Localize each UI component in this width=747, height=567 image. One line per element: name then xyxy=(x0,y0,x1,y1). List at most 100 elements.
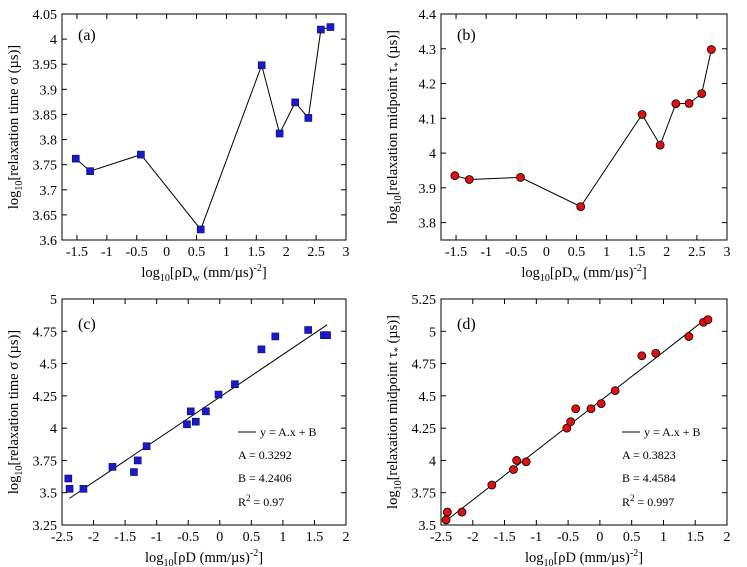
y-tick-label: 3.25 xyxy=(33,519,58,534)
x-tick-label: -1.5 xyxy=(445,245,467,260)
data-point xyxy=(441,515,451,525)
panel-label: (a) xyxy=(78,27,96,44)
panel-a: -1.5 -1 -0.5 0 0.5 1 1.5 2 2.5 3 3.6 3.65 3.7 3.75 3.8… xyxy=(6,8,350,284)
data-point xyxy=(697,89,707,99)
plot-frame xyxy=(61,13,347,241)
y-tick-label: 4.2 xyxy=(419,78,437,93)
y-tick-label: 3.9 xyxy=(419,182,437,197)
x-tick-label: 0.5 xyxy=(568,245,586,260)
x-tick-label: -1 xyxy=(480,245,492,260)
legend-coef-a: A = 0.3823 xyxy=(622,448,676,462)
panel-d: -2.5 -2 -1.5 -1 -0.5 0 0.5 1 1.5 2 3.5 3.75 4 4.25 4.5… xyxy=(385,293,731,567)
y-tick-label: 3.8 xyxy=(419,217,437,232)
panel-label: (d) xyxy=(457,316,476,333)
panel-b: -1.5 -1 -0.5 0 0.5 1 1.5 2 2.5 3 3.8 3.9 4 4.1 4.2 4.3 4… xyxy=(385,8,731,284)
data-point xyxy=(562,423,572,433)
data-point xyxy=(142,442,151,451)
data-point xyxy=(275,129,284,138)
y-tick-label: 3.65 xyxy=(33,209,58,224)
y-axis-label: log10[relaxation midpoint τ* (µs)] xyxy=(385,30,404,224)
data-point xyxy=(566,417,576,427)
legend-r-squared: R2 = 0.997 xyxy=(622,493,674,509)
data-point xyxy=(521,457,531,467)
data-point xyxy=(304,114,313,122)
y-axis-label: log10[relaxation time σ (µs)] xyxy=(6,330,25,494)
data-point xyxy=(186,407,195,416)
x-tick-label: -0.5 xyxy=(505,245,527,260)
data-point xyxy=(323,331,331,339)
x-tick-label: 3 xyxy=(724,245,731,260)
data-point xyxy=(442,507,452,517)
x-tick-label: 2 xyxy=(283,245,290,260)
data-point xyxy=(86,167,94,175)
data-point xyxy=(509,465,518,474)
x-axis-label: log10[ρDw (mm/µs)-2] xyxy=(521,263,646,284)
x-tick-label: 1 xyxy=(223,245,230,260)
x-axis-label: log10[ρD (mm/µs)-2] xyxy=(525,548,643,567)
y-tick-label: 5 xyxy=(50,293,57,308)
fit-line xyxy=(445,315,710,522)
x-tick-label: 0 xyxy=(216,530,223,545)
data-point xyxy=(137,150,145,159)
x-tick-label: 1.5 xyxy=(686,530,704,545)
y-tick-label: 5.25 xyxy=(412,293,437,308)
x-tick-label: 0 xyxy=(596,530,603,545)
y-tick-label: 4.5 xyxy=(40,358,58,373)
x-axis-label: log10[ρDw (mm/µs)-2] xyxy=(141,263,266,284)
data-point xyxy=(65,485,74,493)
data-point xyxy=(304,326,312,334)
data-point xyxy=(191,417,200,426)
x-tick-label: 0.5 xyxy=(188,245,206,260)
y-tick-label: 4 xyxy=(50,33,57,48)
data-point xyxy=(257,345,266,354)
panel-c: -2.5 -2 -1.5 -1 -0.5 0 0.5 1 1.5 2 3.25 3.5 3.75 4 4.2… xyxy=(6,293,350,567)
y-axis-label: log10[relaxation time σ (µs)] xyxy=(6,45,25,209)
data-point xyxy=(671,99,681,109)
y-tick-label: 3.9 xyxy=(40,83,58,98)
x-tick-label: -0.5 xyxy=(177,530,199,545)
y-tick-label: 4.05 xyxy=(33,8,58,23)
x-tick-label: 0.5 xyxy=(243,530,261,545)
x-tick-label: -2 xyxy=(467,530,479,545)
data-point xyxy=(487,480,497,490)
y-tick-label: 3.5 xyxy=(40,487,58,502)
data-point xyxy=(576,202,586,212)
data-point xyxy=(703,315,713,325)
data-point xyxy=(231,380,239,389)
y-tick-label: 4 xyxy=(429,454,436,469)
legend-coef-b: B = 4.2406 xyxy=(238,471,292,485)
y-tick-label: 3.75 xyxy=(33,159,58,174)
y-tick-label: 4.1 xyxy=(419,112,437,127)
panel-label: (c) xyxy=(78,316,96,333)
data-point xyxy=(317,25,325,34)
x-tick-label: -2.5 xyxy=(430,530,452,545)
x-tick-label: 2 xyxy=(663,245,670,260)
x-tick-label: -1 xyxy=(101,245,113,260)
data-point xyxy=(655,140,665,150)
data-point xyxy=(586,404,596,414)
y-tick-label: 4 xyxy=(50,422,57,437)
data-point xyxy=(183,420,191,429)
plot-frame xyxy=(440,298,728,526)
y-tick-label: 4.3 xyxy=(419,43,437,58)
data-point xyxy=(706,45,716,54)
x-tick-label: 2 xyxy=(343,530,350,545)
y-tick-label: 4.75 xyxy=(412,358,437,373)
data-point xyxy=(64,474,73,483)
legend-coef-a: A = 0.3292 xyxy=(238,448,292,462)
y-axis-label: log10[relaxation midpoint τ* (µs)] xyxy=(385,315,404,509)
x-tick-label: -2 xyxy=(88,530,100,545)
y-tick-label: 3.5 xyxy=(419,519,437,534)
y-tick-label: 4 xyxy=(429,147,436,162)
x-tick-label: 0 xyxy=(543,245,550,260)
y-tick-label: 4.5 xyxy=(419,390,437,405)
data-point xyxy=(457,507,467,517)
legend-equation: y = A.x + B xyxy=(644,425,701,439)
data-point xyxy=(271,332,280,341)
legend-equation: y = A.x + B xyxy=(260,425,317,439)
x-tick-label: 1 xyxy=(603,245,610,260)
series-line xyxy=(75,26,331,231)
data-point xyxy=(450,171,460,181)
x-tick-label: 1.5 xyxy=(306,530,324,545)
